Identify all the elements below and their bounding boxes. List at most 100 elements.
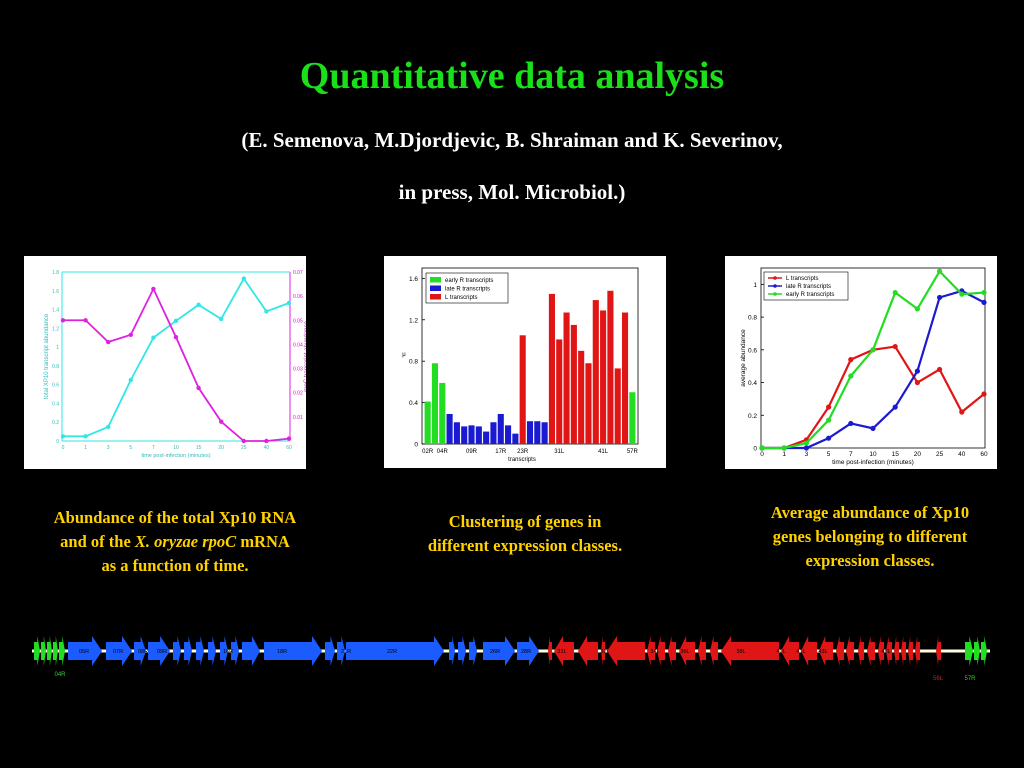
data-point — [848, 357, 854, 363]
gene-label: 31L — [557, 649, 566, 655]
data-point — [173, 318, 179, 324]
bar — [556, 339, 563, 444]
left-tick-label: 1.6 — [52, 289, 59, 295]
data-point — [196, 302, 201, 308]
series-line-0 — [63, 276, 290, 438]
gene-arrow — [196, 636, 204, 666]
data-point — [241, 438, 246, 444]
data-point — [264, 438, 269, 444]
gene-arrow — [41, 636, 46, 666]
gene-arrow — [264, 636, 322, 666]
data-point — [826, 404, 832, 410]
gene-label: 38L — [736, 649, 745, 655]
y-tick-label: 1.2 — [409, 317, 418, 324]
y-tick-label: 0.4 — [409, 400, 418, 407]
gene-arrow — [647, 636, 655, 666]
data-point — [264, 309, 269, 314]
gene-arrow — [53, 636, 58, 666]
bar — [446, 413, 453, 444]
bar — [519, 335, 526, 444]
caption-chart1: Abundance of the total Xp10 RNA and of t… — [24, 506, 326, 578]
data-point — [286, 300, 292, 306]
gene-arrow — [836, 636, 844, 666]
caption3-line1: Average abundance of Xp10 — [770, 503, 970, 522]
gene-arrow — [346, 636, 444, 666]
x-tick-label: 10 — [173, 445, 179, 451]
caption2-line1: Clustering of genes in — [448, 512, 602, 531]
left-tick-label: 0.4 — [52, 401, 59, 407]
left-axis-label: total XP10 transcript abundance — [44, 313, 50, 399]
x-tick-label: 57R — [627, 449, 639, 455]
gene-arrow — [710, 636, 718, 666]
caption1-line3: as a function of time. — [101, 556, 249, 575]
left-tick-label: 1 — [56, 345, 59, 351]
data-point — [286, 436, 292, 441]
slide-title: Quantitative data analysis — [299, 55, 725, 97]
y-axis-label: μ — [402, 352, 406, 358]
data-point — [83, 318, 88, 323]
caption1-line2: and of the X. oryzae rpoC mRNA — [24, 530, 326, 554]
data-point — [196, 385, 201, 391]
bar — [483, 431, 490, 444]
legend-label: early R transcripts — [445, 278, 493, 284]
x-tick-label: 41L — [598, 449, 609, 455]
gene-arrow — [886, 636, 892, 666]
data-point — [83, 434, 88, 439]
x-tick-label: 20 — [914, 451, 922, 458]
chart-expression-clusters: 0 0.4 0.8 1.2 1.6 μ 02R 04R 09R 17R 23R 31L 41L 57R tr… — [384, 256, 666, 468]
gene-label: 22R — [387, 649, 397, 655]
gene-arrow — [781, 636, 799, 666]
right-tick-label: 0.05 — [293, 318, 303, 324]
bar — [607, 290, 614, 444]
gene-arrow — [548, 636, 552, 666]
gene-label: 21R — [341, 649, 351, 655]
x-tick-label: 0 — [62, 445, 65, 451]
data-point — [937, 268, 943, 274]
gene-label: 26R — [490, 649, 500, 655]
gene-label: 05R — [79, 649, 89, 655]
caption1-italic: X. oryzae rpoC — [134, 532, 237, 551]
citation-line-1: (E. Semenova, M.Djordjevic, B. Shraiman … — [241, 128, 783, 152]
legend-swatch — [430, 285, 441, 291]
right-tick-label: 0.04 — [293, 342, 303, 348]
x-tick-label: 09R — [466, 449, 478, 455]
gene-label: 16R — [223, 649, 233, 655]
gene-arrow — [698, 636, 706, 666]
gene-arrow — [936, 636, 941, 666]
x-tick-label: 20 — [218, 445, 224, 451]
data-point — [981, 289, 987, 296]
bar — [563, 312, 570, 444]
gene-arrow — [965, 636, 973, 666]
bar — [468, 425, 475, 444]
gene-arrow — [981, 636, 987, 666]
gene-label-below: 04R — [54, 672, 66, 678]
legend-marker — [773, 292, 777, 296]
gene-arrow — [915, 636, 920, 666]
left-tick-label: 0.2 — [52, 420, 59, 426]
left-tick-label: 0.8 — [52, 364, 59, 370]
x-axis-label: transcripts — [508, 457, 536, 463]
y-tick-label: 0.4 — [748, 380, 757, 387]
chart-average-abundance: 0 0.2 0.4 0.6 0.8 1 0 1 3 5 7 10 15 20 25 40 60 time post… — [725, 256, 997, 469]
data-point — [914, 368, 920, 374]
gene-label: 48L — [881, 649, 890, 655]
data-point — [128, 332, 133, 337]
left-tick-label: 0 — [56, 439, 59, 445]
x-tick-label: 15 — [196, 445, 202, 451]
right-axis-label: rpoC transcript abundance — [304, 320, 306, 391]
legend-label: late R transcripts — [445, 287, 490, 293]
x-tick-label: 5 — [129, 445, 132, 451]
series-line-0 — [762, 345, 985, 450]
y-tick-label: 0.8 — [748, 315, 757, 322]
gene-arrow — [337, 636, 345, 666]
data-point — [826, 417, 832, 423]
gene-arrow — [458, 636, 466, 666]
legend-label: late R transcripts — [786, 284, 831, 290]
x-tick-label: 60 — [286, 445, 292, 451]
gene-label: 32L — [600, 649, 609, 655]
gene-arrow — [483, 636, 515, 666]
bar — [439, 382, 446, 444]
y-tick-label: 0.6 — [748, 347, 757, 354]
data-point — [241, 276, 246, 281]
bar — [570, 324, 577, 444]
